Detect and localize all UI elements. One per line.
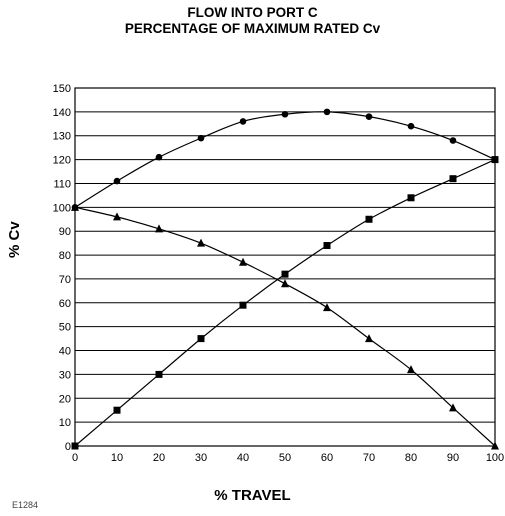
data-point-square — [113, 406, 121, 414]
x-tick-label: 50 — [279, 452, 291, 464]
y-tick-label: 40 — [59, 346, 71, 358]
data-point-circle — [239, 118, 247, 125]
y-tick-label: 50 — [59, 322, 71, 334]
data-point-circle — [449, 137, 457, 144]
x-tick-label: 100 — [486, 452, 504, 464]
data-point-triangle — [155, 224, 163, 233]
chart-title-line1: FLOW INTO PORT C — [187, 5, 318, 20]
x-tick-label: 40 — [237, 452, 249, 464]
data-point-circle — [113, 177, 121, 185]
data-point-triangle — [365, 334, 373, 343]
y-tick-label: 140 — [53, 107, 71, 119]
x-tick-label: 60 — [321, 452, 333, 464]
data-point-square — [449, 175, 457, 183]
data-point-triangle — [113, 212, 121, 221]
chart-title-line2: PERCENTAGE OF MAXIMUM RATED Cv — [124, 21, 381, 36]
data-point-square — [239, 301, 247, 309]
data-point-triangle — [323, 303, 331, 312]
data-point-circle — [281, 110, 289, 118]
y-axis-label: % Cv — [6, 221, 23, 258]
x-tick-label: 0 — [72, 452, 78, 464]
y-tick-label: 120 — [53, 155, 71, 167]
data-point-square — [323, 242, 331, 250]
figure-id: E1284 — [12, 500, 39, 510]
y-tick-label: 130 — [53, 131, 71, 143]
gridlines — [75, 87, 495, 447]
x-tick-label: 90 — [447, 452, 459, 464]
data-point-square — [281, 270, 289, 278]
y-tick-labels: 0 10 20 30 40 50 60 70 80 90 100 110 120 130 140 150 — [53, 83, 71, 453]
y-tick-label: 150 — [53, 83, 71, 95]
data-point-circle — [155, 153, 163, 161]
x-tick-label: 20 — [153, 452, 165, 464]
y-tick-label: 20 — [59, 393, 71, 405]
x-tick-label: 30 — [195, 452, 207, 464]
data-point-triangle — [239, 257, 247, 266]
y-tick-label: 90 — [59, 226, 71, 238]
plot-frame — [74, 87, 496, 447]
x-tick-label: 10 — [111, 452, 123, 464]
x-axis-label: % TRAVEL — [214, 487, 291, 504]
y-tick-label: 70 — [59, 274, 71, 286]
y-tick-label: 110 — [53, 178, 71, 190]
y-tick-label: 60 — [59, 298, 71, 310]
data-point-square — [197, 335, 205, 343]
x-tick-label: 70 — [363, 452, 375, 464]
data-point-square — [365, 215, 373, 223]
y-tick-label: 100 — [53, 202, 71, 214]
data-point-circle — [407, 122, 415, 130]
data-point-circle — [197, 134, 205, 142]
y-tick-label: 30 — [59, 369, 71, 381]
data-point-square — [155, 370, 163, 378]
y-tick-label: 0 — [65, 441, 71, 453]
y-tick-label: 80 — [59, 250, 71, 262]
x-tick-labels: 0 10 20 30 40 50 60 70 80 90 100 — [72, 452, 504, 464]
y-tick-label: 10 — [59, 417, 71, 429]
data-point-circle — [323, 108, 331, 116]
data-point-triangle — [197, 238, 205, 247]
data-point-circle — [365, 113, 373, 120]
data-point-triangle — [449, 403, 457, 412]
data-point-triangle — [407, 365, 415, 374]
x-tick-label: 80 — [405, 452, 417, 464]
data-point-triangle — [281, 279, 289, 288]
data-point-square — [407, 194, 415, 202]
